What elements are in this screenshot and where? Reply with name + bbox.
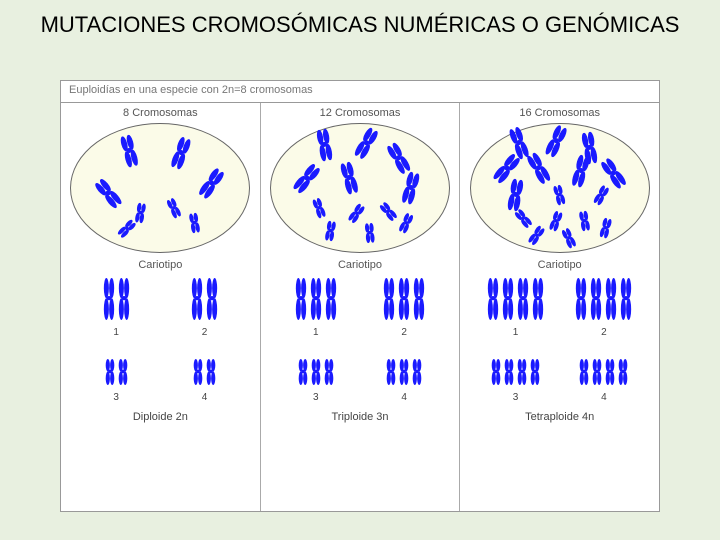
- chromosome-icon: [618, 359, 628, 390]
- karyotype-number: 1: [77, 327, 155, 338]
- chromosome-icon: [191, 278, 203, 325]
- ploidy-label: Tetraploide 4n: [466, 411, 653, 423]
- ploidy-column: 16 Cromosomas: [460, 103, 659, 511]
- chromosome-icon: [298, 359, 308, 390]
- karyotype-label: Cariotipo: [466, 259, 653, 271]
- chromosome-icon: [592, 359, 602, 390]
- karyotype-grid: 1 2: [476, 277, 643, 403]
- karyotype-number: 4: [565, 392, 643, 403]
- chromosome-icon: [310, 278, 322, 325]
- chromosome-icon: [590, 278, 602, 325]
- chromosome-icon: [413, 278, 425, 325]
- karyotype-group: 1: [77, 277, 155, 338]
- chromosome-icon: [605, 359, 615, 390]
- chromosome-count-label: 16 Cromosomas: [466, 107, 653, 119]
- chromosome-count-label: 12 Cromosomas: [267, 107, 454, 119]
- chromosome-icon: [399, 359, 409, 390]
- cell-oval: [270, 123, 450, 253]
- chromosome-icon: [103, 278, 115, 325]
- karyotype-number: 3: [476, 392, 554, 403]
- chromosome-icon: [311, 359, 321, 390]
- chromosome-icon: [504, 359, 514, 390]
- chromosome-icon: [579, 359, 589, 390]
- chromosome-icon: [295, 278, 307, 325]
- karyotype-group: 4: [565, 342, 643, 403]
- chromosome-icon: [575, 278, 587, 325]
- chromosome-icon: [193, 359, 203, 390]
- karyotype-grid: 1 2 3: [277, 277, 444, 403]
- chromosome-icon: [605, 278, 617, 325]
- karyotype-number: 2: [165, 327, 243, 338]
- karyotype-number: 1: [476, 327, 554, 338]
- karyotype-group: 2: [165, 277, 243, 338]
- karyotype-label: Cariotipo: [267, 259, 454, 271]
- chromosome-icon: [206, 359, 216, 390]
- karyotype-number: 1: [277, 327, 355, 338]
- ploidy-column: 12 Cromosomas: [261, 103, 461, 511]
- karyotype-number: 4: [165, 392, 243, 403]
- karyotype-number: 2: [365, 327, 443, 338]
- cell-oval: [470, 123, 650, 253]
- diagram-header: Euploidías en una especie con 2n=8 cromo…: [61, 81, 659, 103]
- karyotype-number: 3: [277, 392, 355, 403]
- chromosome-icon: [105, 359, 115, 390]
- chromosome-icon: [491, 359, 501, 390]
- karyotype-grid: 1 2 3 4: [77, 277, 244, 403]
- chromosome-icon: [517, 278, 529, 325]
- karyotype-group: 4: [365, 342, 443, 403]
- chromosome-icon: [398, 278, 410, 325]
- columns-row: 8 Cromosomas: [61, 103, 659, 511]
- chromosome-icon: [383, 278, 395, 325]
- chromosome-icon: [530, 359, 540, 390]
- chromosome-icon: [620, 278, 632, 325]
- chromosome-icon: [325, 278, 337, 325]
- chromosome-count-label: 8 Cromosomas: [67, 107, 254, 119]
- chromosome-icon: [118, 359, 128, 390]
- karyotype-group: 3: [476, 342, 554, 403]
- karyotype-group: 3: [77, 342, 155, 403]
- chromosome-icon: [386, 359, 396, 390]
- karyotype-number: 3: [77, 392, 155, 403]
- karyotype-group: 1: [277, 277, 355, 338]
- karyotype-group: 1: [476, 277, 554, 338]
- karyotype-group: 4: [165, 342, 243, 403]
- page-title: MUTACIONES CROMOSÓMICAS NUMÉRICAS O GENÓ…: [0, 0, 720, 46]
- ploidy-label: Triploide 3n: [267, 411, 454, 423]
- chromosome-icon: [517, 359, 527, 390]
- chromosome-icon: [118, 278, 130, 325]
- karyotype-number: 2: [565, 327, 643, 338]
- karyotype-group: 2: [365, 277, 443, 338]
- chromosome-icon: [532, 278, 544, 325]
- cell-oval: [70, 123, 250, 253]
- ploidy-column: 8 Cromosomas: [61, 103, 261, 511]
- chromosome-icon: [206, 278, 218, 325]
- karyotype-group: 2: [565, 277, 643, 338]
- chromosome-icon: [324, 359, 334, 390]
- ploidy-label: Diploide 2n: [67, 411, 254, 423]
- chromosome-icon: [502, 278, 514, 325]
- chromosome-icon: [412, 359, 422, 390]
- karyotype-number: 4: [365, 392, 443, 403]
- chromosome-icon: [364, 223, 376, 249]
- diagram-container: Euploidías en una especie con 2n=8 cromo…: [60, 80, 660, 512]
- chromosome-icon: [487, 278, 499, 325]
- karyotype-label: Cariotipo: [67, 259, 254, 271]
- karyotype-group: 3: [277, 342, 355, 403]
